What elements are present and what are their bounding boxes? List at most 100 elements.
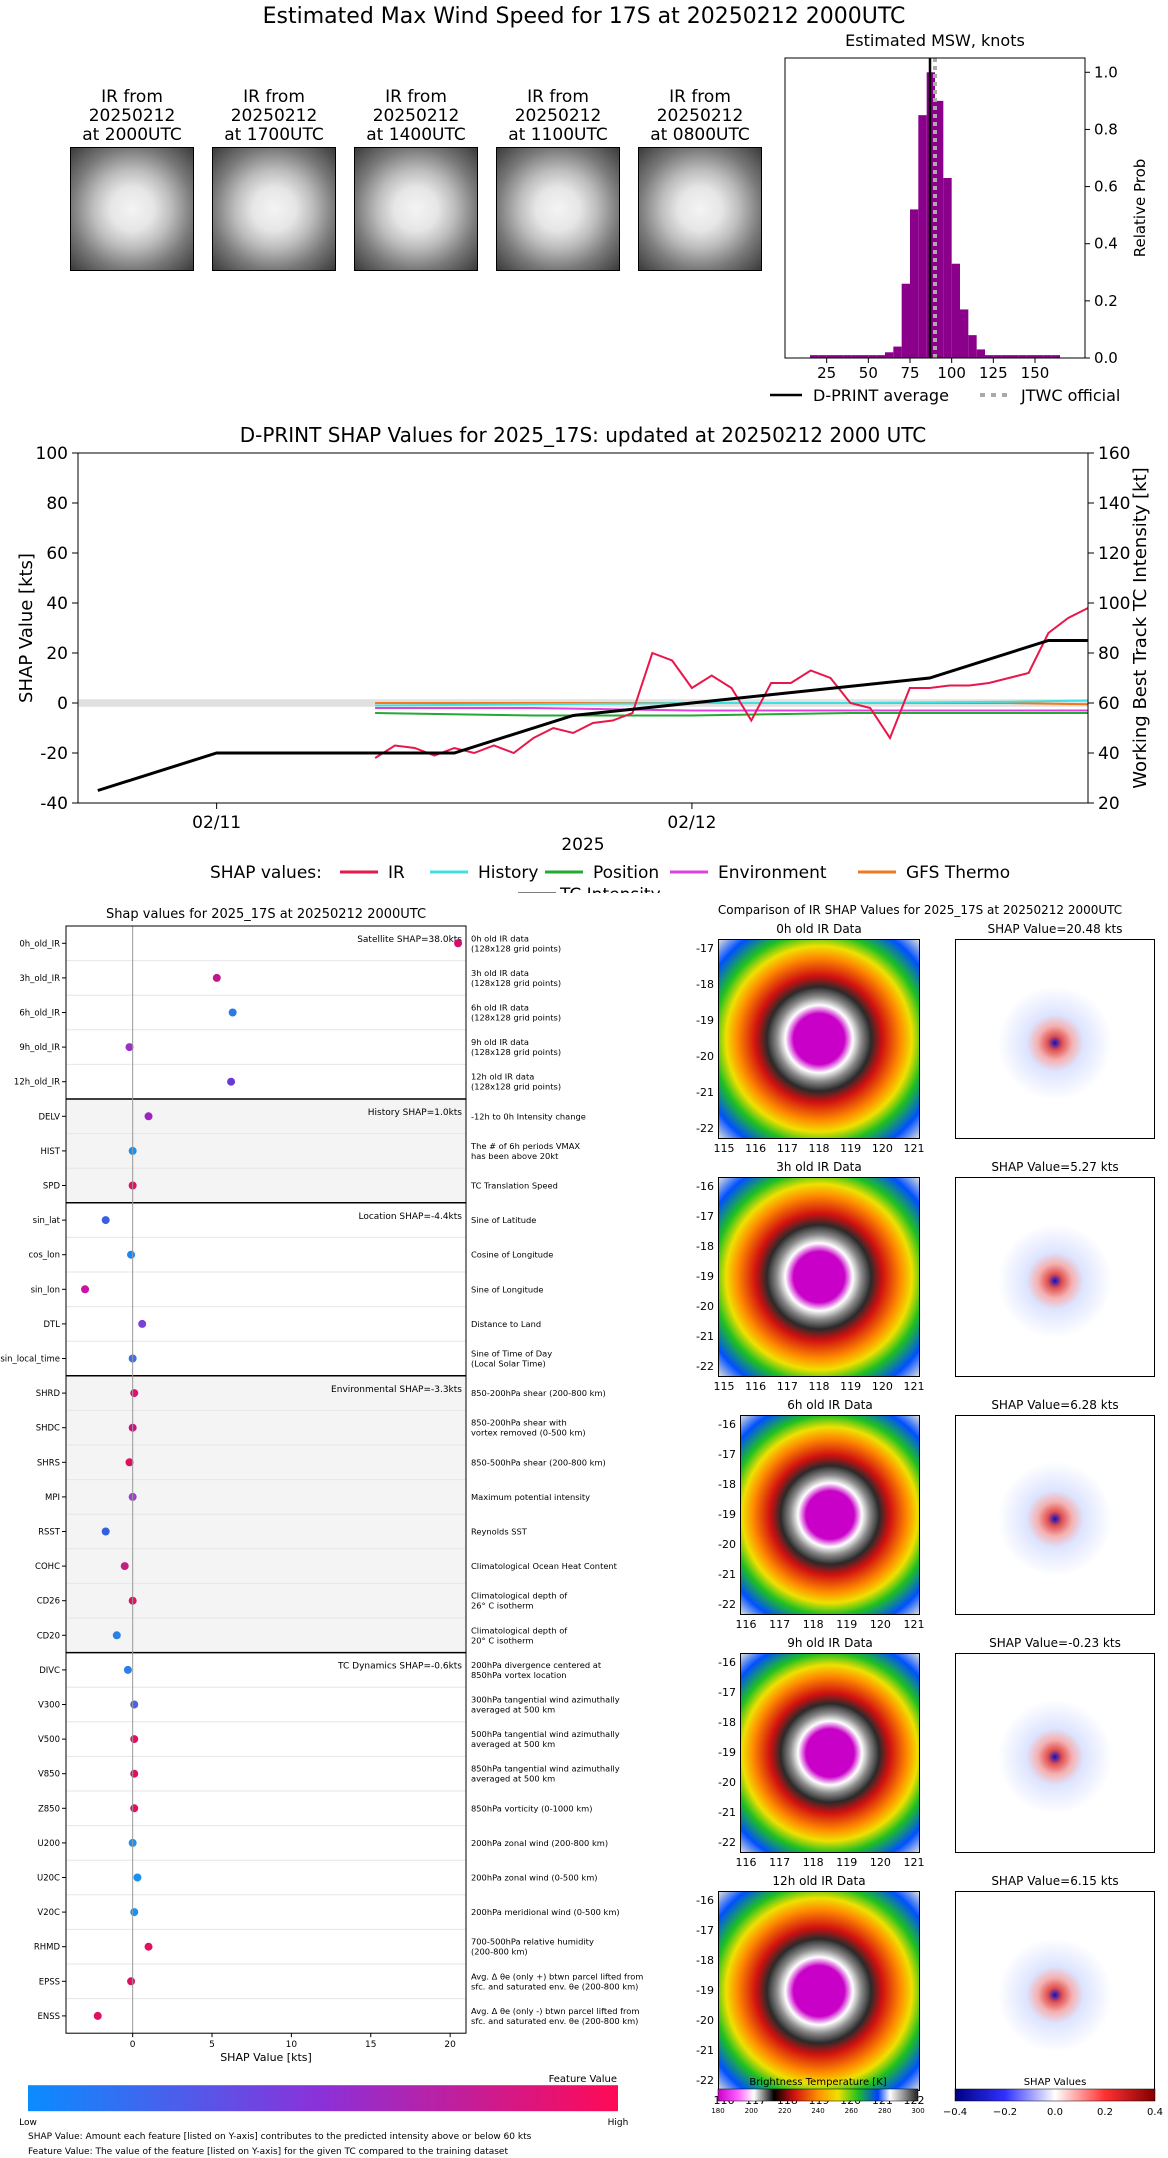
- colorbar-high-label: High: [608, 2118, 629, 2128]
- ir-x-tick-label: 119: [836, 1856, 858, 1869]
- feature-name: MPI: [45, 1493, 60, 1503]
- ir-y-tick-label: -16: [696, 1180, 714, 1193]
- colorbar-low-label: Low: [19, 2118, 37, 2128]
- histogram-x-tick-label: 100: [937, 364, 966, 382]
- feature-description: (128x128 grid points): [471, 1082, 561, 1092]
- feature-name: DIVC: [39, 1666, 60, 1676]
- series-line-environment: [375, 707, 1088, 712]
- ir-thumbnail-label: IR from 20250212 at 1700UTC: [224, 87, 324, 145]
- x-axis-label: 2025: [561, 835, 604, 855]
- feature-dot: [138, 1319, 147, 1328]
- feature-name: V20C: [37, 1908, 60, 1918]
- legend-dprint-label: D-PRINT average: [813, 386, 949, 405]
- bt-colorbar-tick: 240: [811, 2107, 824, 2115]
- ir-thumbnail-image: [354, 147, 478, 271]
- histogram-y-tick-label: 0.2: [1094, 292, 1118, 310]
- ir-x-tick-label: 117: [769, 1618, 791, 1631]
- group-label: Environmental SHAP=-3.3kts: [331, 1385, 462, 1395]
- dot-x-tick-label: 15: [365, 2040, 376, 2050]
- feature-dot: [127, 1977, 136, 1986]
- feature-description: vortex removed (0-500 km): [471, 1428, 586, 1438]
- feature-description: averaged at 500 km: [471, 1774, 555, 1784]
- histogram-bar: [968, 335, 977, 358]
- bt-colorbar-title: Brightness Temperature [K]: [749, 2077, 886, 2088]
- ir-thumbnail-label: IR from 20250212 at 1100UTC: [508, 87, 608, 145]
- histogram-bar: [860, 355, 869, 358]
- shap-colorbar-tick: −0.2: [993, 2107, 1017, 2118]
- ir-x-tick-label: 121: [903, 1856, 925, 1869]
- feature-description: (128x128 grid points): [471, 1013, 561, 1023]
- shap-feature-dot-chart: Shap values for 2025_17S at 20250212 200…: [0, 907, 643, 2157]
- feature-name: Z850: [38, 1804, 60, 1814]
- feature-description: Climatological depth of: [471, 1591, 568, 1601]
- right-y-tick-label: 120: [1098, 544, 1130, 564]
- ir-thumbnail-image: [212, 147, 336, 271]
- legend-label: Position: [593, 863, 659, 883]
- feature-value-colorbar-title: Feature Value: [549, 2074, 617, 2085]
- feature-name: U20C: [37, 1874, 60, 1884]
- ir-y-tick-label: -20: [696, 2014, 714, 2027]
- ir-x-tick-label: 119: [840, 1142, 862, 1155]
- ir-comparison-title: Comparison of IR SHAP Values for 2025_17…: [717, 903, 1123, 917]
- ir-x-tick-label: 115: [713, 1142, 735, 1155]
- feature-description: averaged at 500 km: [471, 1739, 555, 1749]
- histogram-bar: [810, 355, 819, 358]
- feature-description: 26° C isotherm: [471, 1601, 533, 1611]
- ir-thumbnail-label: IR from 20250212 at 1400UTC: [366, 87, 466, 145]
- shap-panel-title: SHAP Value=5.27 kts: [991, 1160, 1119, 1174]
- feature-description: Climatological depth of: [471, 1625, 568, 1635]
- left-y-tick-label: 60: [46, 544, 68, 564]
- bt-colorbar: [717, 2088, 919, 2102]
- ir-image-panel: [718, 1177, 920, 1377]
- ir-y-tick-label: -19: [696, 1014, 714, 1027]
- ir-y-tick-label: -18: [696, 1954, 714, 1967]
- ir-x-tick-label: 118: [802, 1618, 824, 1631]
- histogram-bar: [1035, 355, 1044, 358]
- x-tick-label: 02/12: [667, 813, 716, 833]
- feature-name: U200: [38, 1839, 60, 1849]
- legend-label: History: [478, 863, 538, 883]
- ir-image-panel: [740, 1415, 920, 1615]
- histogram-x-tick-label: 125: [979, 364, 1008, 382]
- dot-chart-frame: [65, 925, 467, 2034]
- footnote: SHAP Value: Amount each feature [listed …: [28, 2132, 532, 2142]
- shap-panel-title: SHAP Value=-0.23 kts: [989, 1636, 1121, 1650]
- dot-x-tick-label: 5: [209, 2040, 215, 2050]
- legend-label: GFS Thermo: [906, 863, 1010, 883]
- feature-description: Climatological Ocean Heat Content: [471, 1561, 618, 1571]
- ir-x-tick-label: 121: [903, 1618, 925, 1631]
- feature-name: SPD: [43, 1182, 61, 1192]
- feature-dot: [125, 1043, 134, 1052]
- group-label: Satellite SHAP=38.0kts: [357, 935, 462, 945]
- footnote: Feature Value: The value of the feature …: [28, 2147, 508, 2157]
- feature-dot: [112, 1631, 121, 1640]
- histogram-bar: [885, 352, 894, 358]
- ir-x-tick-label: 116: [735, 1856, 757, 1869]
- left-y-tick-label: 0: [57, 694, 68, 714]
- dot-x-tick-label: 20: [444, 2040, 456, 2050]
- shap-colorbar: [954, 2088, 1156, 2102]
- left-y-tick-label: 20: [46, 644, 68, 664]
- shap-colorbar-tick: 0.2: [1097, 2107, 1113, 2118]
- shap-panel-title: SHAP Value=6.15 kts: [991, 1874, 1119, 1888]
- ir-panel-title: 3h old IR Data: [776, 1160, 862, 1174]
- right-y-tick-label: 140: [1098, 494, 1130, 514]
- ir-thumbnail-image: [70, 147, 194, 271]
- ir-x-tick-label: 116: [745, 1380, 767, 1393]
- shap-map-panel: [955, 1653, 1155, 1853]
- feature-name: EPSS: [39, 1977, 60, 1987]
- ir-image-panel: [718, 1891, 920, 2091]
- ir-y-tick-label: -18: [696, 1240, 714, 1253]
- histogram-bar: [876, 355, 885, 358]
- histogram-bar: [893, 346, 902, 358]
- right-y-tick-label: 80: [1098, 644, 1120, 664]
- feature-dot: [123, 1665, 132, 1674]
- right-y-tick-label: 20: [1098, 794, 1120, 814]
- feature-description: 850hPa vorticity (0-1000 km): [471, 1803, 592, 1813]
- series-line-history: [375, 699, 1089, 707]
- histogram-bar: [935, 100, 944, 358]
- histogram-title: Estimated MSW, knots: [845, 31, 1025, 50]
- feature-name: RSST: [38, 1528, 61, 1538]
- feature-description: 850-500hPa shear (200-800 km): [471, 1457, 606, 1467]
- ir-x-tick-label: 121: [903, 1380, 925, 1393]
